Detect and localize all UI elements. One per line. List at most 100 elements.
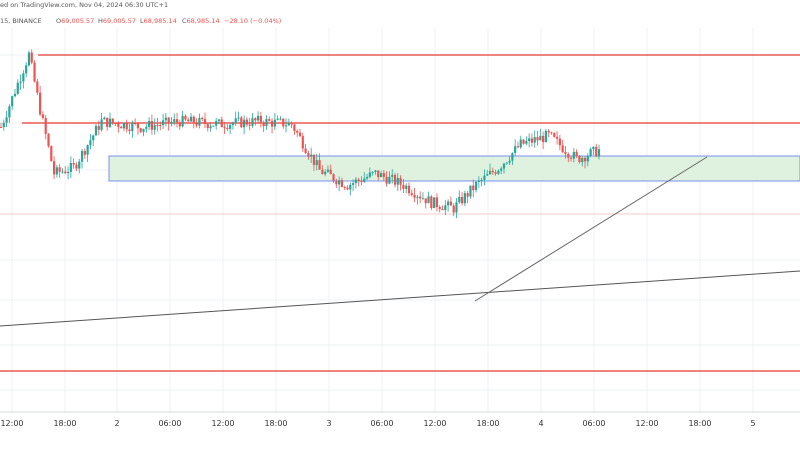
candle-body bbox=[139, 128, 142, 132]
candle-body bbox=[120, 126, 123, 129]
candle-body bbox=[363, 178, 366, 183]
candle-body bbox=[189, 116, 193, 122]
candle-body bbox=[528, 138, 531, 142]
candle-body bbox=[142, 128, 145, 132]
candle-body bbox=[234, 118, 237, 124]
candle-body bbox=[533, 137, 536, 143]
candle-body bbox=[416, 196, 419, 198]
candle-body bbox=[368, 172, 371, 177]
candle-body bbox=[78, 161, 81, 169]
candle-body bbox=[329, 169, 332, 175]
candle-body bbox=[581, 157, 584, 163]
candle-body bbox=[592, 146, 595, 150]
candle-body bbox=[525, 141, 528, 144]
candles bbox=[0, 49, 601, 219]
candle-body bbox=[100, 119, 103, 130]
candle-body bbox=[530, 138, 534, 143]
candle-body bbox=[159, 124, 162, 126]
candle-body bbox=[547, 130, 550, 133]
candle-body bbox=[553, 133, 556, 137]
candle-body bbox=[572, 151, 575, 159]
trendline-rising[interactable] bbox=[474, 156, 708, 302]
candle-body bbox=[385, 176, 388, 184]
candle-body bbox=[561, 145, 564, 152]
candle-body bbox=[296, 130, 299, 133]
chart-grid bbox=[0, 28, 800, 412]
candle-body bbox=[75, 164, 78, 169]
consolidation-zone[interactable] bbox=[108, 155, 800, 182]
x-tick-label: 06:00 bbox=[370, 419, 393, 428]
candle-body bbox=[505, 162, 508, 164]
candle-body bbox=[22, 73, 25, 82]
candle-body bbox=[187, 119, 190, 122]
candle-body bbox=[511, 152, 514, 161]
candle-body bbox=[480, 179, 483, 181]
candle-body bbox=[209, 126, 212, 129]
candle-body bbox=[122, 123, 126, 129]
candle-body bbox=[488, 170, 492, 175]
candle-body bbox=[215, 121, 218, 126]
x-axis: 12:00 18:00 2 06:00 12:00 18:00 3 06:00 12:00 18:… bbox=[0, 419, 755, 428]
candle-body bbox=[458, 196, 461, 203]
candle-body bbox=[413, 194, 416, 198]
candle-body bbox=[514, 146, 517, 153]
candle-body bbox=[569, 157, 573, 159]
candle-body bbox=[351, 183, 355, 185]
candle-body bbox=[307, 153, 310, 157]
x-tick-label: 12:00 bbox=[0, 419, 23, 428]
candle-body bbox=[44, 117, 47, 134]
candle-body bbox=[396, 177, 399, 185]
candle-body bbox=[114, 122, 117, 124]
candle-body bbox=[338, 180, 341, 185]
candle-body bbox=[391, 174, 394, 177]
candle-body bbox=[254, 118, 257, 121]
candle-body bbox=[52, 161, 56, 175]
candle-body bbox=[360, 180, 363, 183]
candle-body bbox=[226, 128, 229, 130]
x-tick-label: 12:00 bbox=[423, 419, 446, 428]
candle-body bbox=[379, 173, 383, 178]
candle-body bbox=[5, 117, 8, 123]
candle-body bbox=[270, 120, 274, 127]
candle-body bbox=[41, 114, 45, 118]
candle-body bbox=[567, 153, 570, 158]
candle-body bbox=[47, 133, 50, 147]
candle-body bbox=[184, 115, 187, 120]
candle-body bbox=[589, 149, 592, 157]
candle-body bbox=[248, 124, 251, 126]
candle-body bbox=[25, 65, 28, 74]
candle-body bbox=[92, 135, 95, 141]
candle-body bbox=[161, 120, 165, 126]
candle-body bbox=[433, 197, 436, 208]
candle-body bbox=[298, 132, 302, 137]
x-tick-label: 06:00 bbox=[582, 419, 605, 428]
symbol-text: 15, BINANCE bbox=[0, 17, 42, 25]
x-tick-label: 18:00 bbox=[264, 419, 287, 428]
candle-body bbox=[500, 168, 503, 171]
candle-body bbox=[181, 115, 184, 127]
candle-body bbox=[33, 62, 36, 82]
candle-body bbox=[237, 117, 240, 119]
candle-body bbox=[405, 185, 408, 189]
candle-body bbox=[11, 96, 14, 107]
candle-body bbox=[223, 127, 226, 129]
candle-body bbox=[595, 146, 598, 157]
candle-body bbox=[399, 177, 402, 185]
candle-body bbox=[2, 122, 5, 128]
candle-body bbox=[522, 139, 525, 144]
candle-body bbox=[343, 186, 346, 188]
candle-body bbox=[0, 127, 3, 128]
trendline-long[interactable] bbox=[0, 270, 800, 327]
candle-body bbox=[332, 174, 335, 181]
candle-body bbox=[27, 52, 31, 66]
candle-body bbox=[424, 198, 427, 204]
candle-body bbox=[304, 148, 307, 154]
candle-body bbox=[586, 156, 589, 162]
candle-body bbox=[170, 121, 173, 124]
candle-body bbox=[212, 125, 215, 127]
candle-body bbox=[66, 171, 70, 174]
candle-body bbox=[365, 176, 369, 179]
candle-body bbox=[284, 125, 288, 127]
candle-body bbox=[117, 123, 120, 127]
